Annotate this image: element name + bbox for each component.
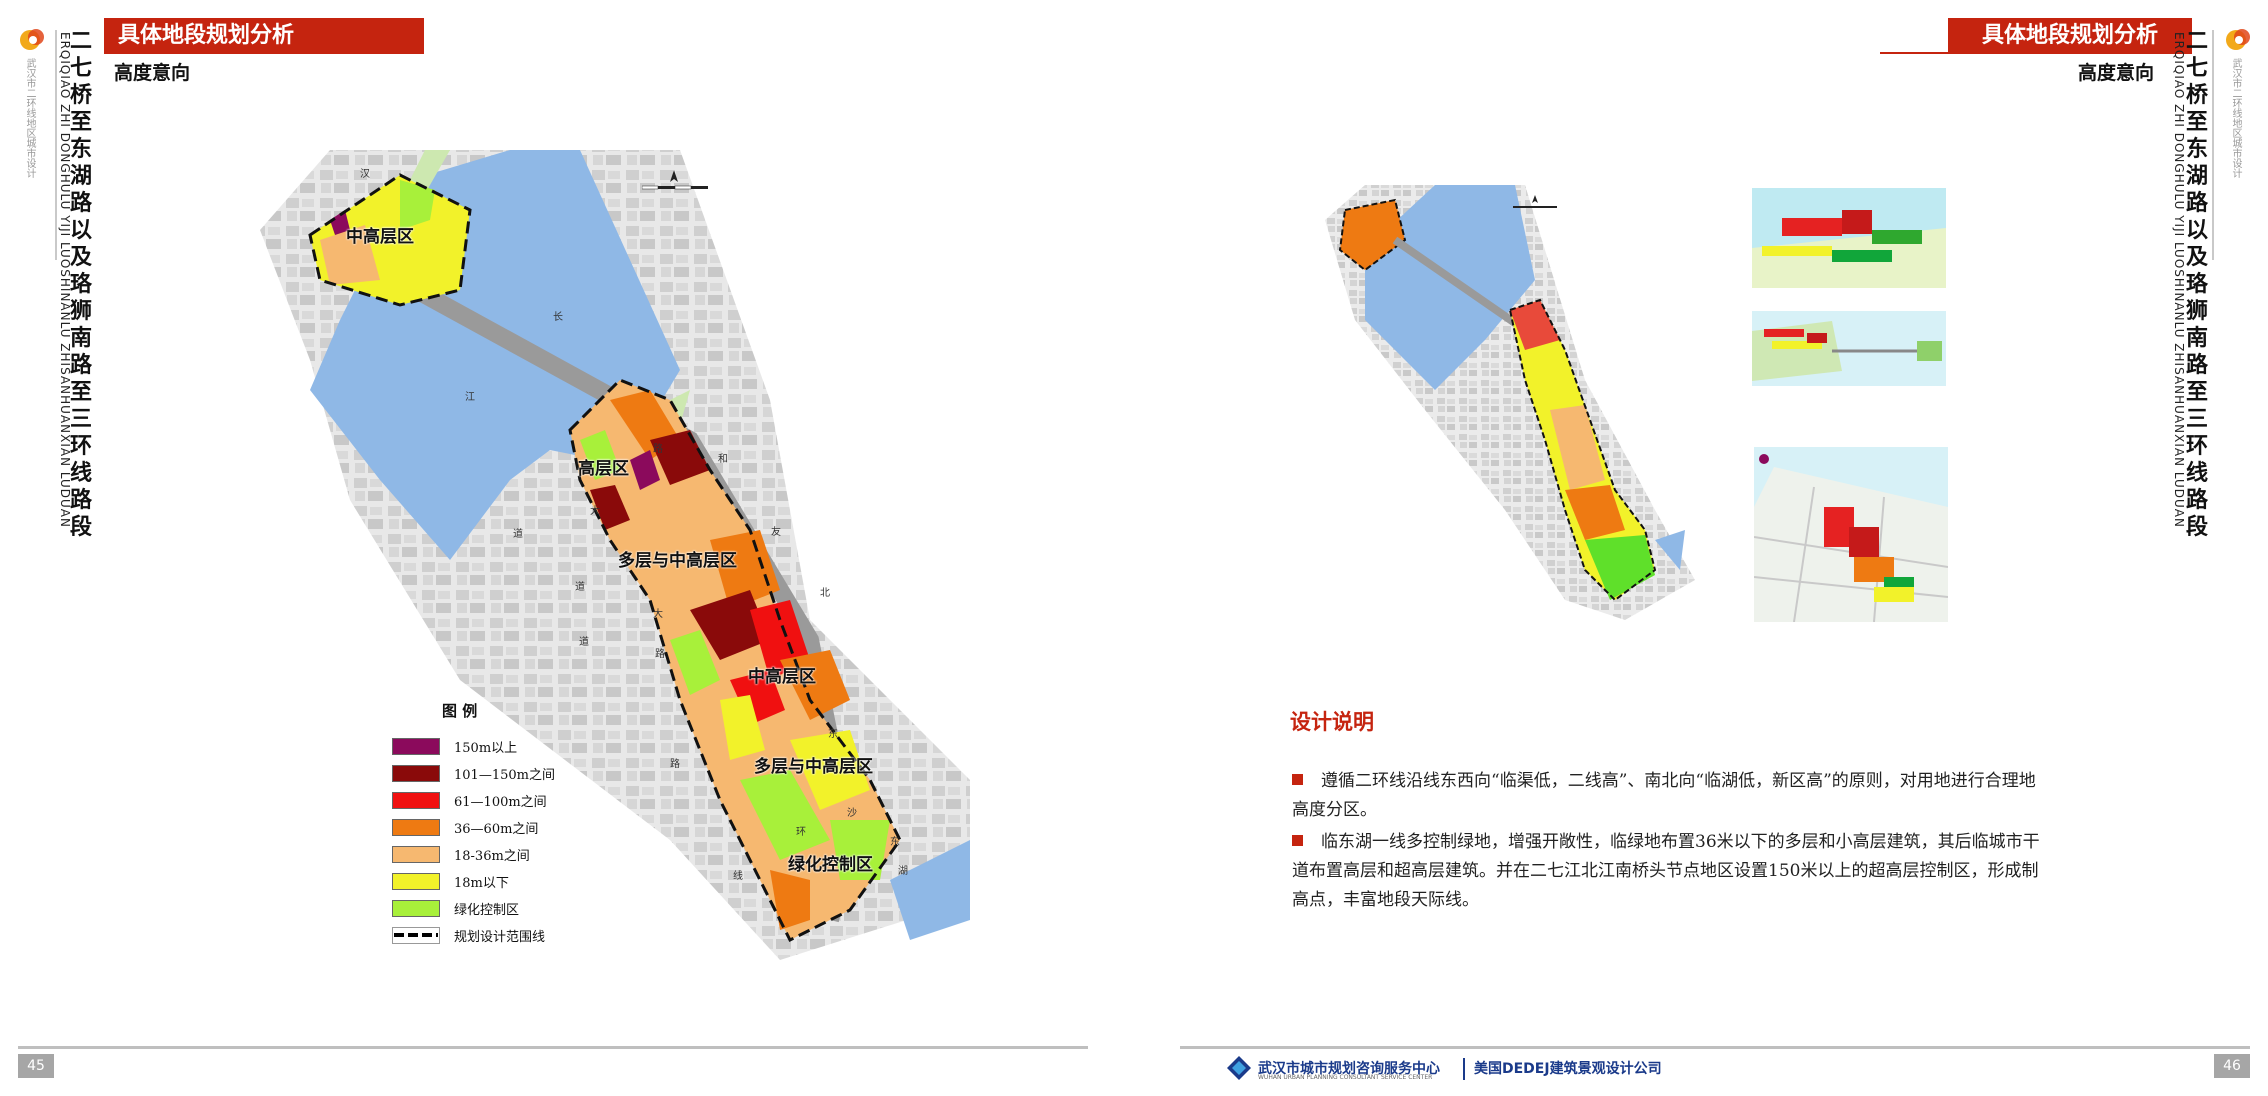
legend-swatch	[392, 819, 440, 836]
render-image-1	[1752, 188, 1946, 288]
legend-label: 18-36m之间	[454, 849, 530, 864]
right-section-tab: 具体地段规划分析	[1948, 18, 2192, 54]
overview-north-arrow-icon	[1513, 194, 1559, 212]
footer-org-logo-icon	[1226, 1055, 1252, 1081]
legend-label: 规划设计范围线	[454, 930, 546, 945]
legend-item: 150m以上	[392, 733, 612, 760]
zone-label-4: 中高层区	[748, 667, 816, 687]
map-char: 道	[575, 582, 585, 593]
legend-label: 绿化控制区	[454, 903, 520, 918]
legend-item: 18m以下	[392, 868, 612, 895]
map-char: 长	[553, 312, 563, 323]
map-char: 江	[465, 392, 475, 403]
left-brand-logo	[18, 26, 48, 52]
legend-label: 18m以下	[454, 876, 509, 891]
left-section-rule	[104, 52, 386, 54]
map-char: 湖	[898, 866, 908, 877]
right-footer-bar	[1180, 1046, 2250, 1049]
design-note-1: 遵循二环线沿线东西向“临渠低，二线高”、南北向“临湖低，新区高”的原则，对用地进…	[1292, 767, 2052, 825]
map-char: 东	[890, 837, 900, 848]
legend-swatch	[392, 792, 440, 809]
zone-label-5: 多层与中高层区	[754, 757, 873, 777]
left-subheading: 高度意向	[114, 62, 191, 84]
design-note-2: 临东湖一线多控制绿地，增强开敞性，临绿地布置36米以下的多层和小高层建筑，其后临…	[1292, 828, 2052, 915]
design-note-1-text: 遵循二环线沿线东西向“临渠低，二线高”、南北向“临湖低，新区高”的原则，对用地进…	[1292, 771, 2036, 820]
bullet-icon	[1292, 774, 1303, 785]
zone-label-2: 高层区	[578, 459, 629, 479]
map-char: 大	[590, 506, 600, 517]
legend-swatch	[392, 738, 440, 755]
legend-item: 101—150m之间	[392, 760, 612, 787]
footer-divider	[1463, 1058, 1465, 1080]
left-vertical-rule	[55, 30, 57, 260]
map-char: 沙	[847, 808, 857, 819]
map-char: 友	[771, 527, 781, 538]
legend-swatch	[392, 765, 440, 782]
bullet-icon	[1292, 835, 1303, 846]
legend-boundary-swatch	[392, 927, 440, 944]
footer-org-1: 武汉市城市规划咨询服务中心	[1258, 1061, 1440, 1077]
legend-swatch	[392, 873, 440, 890]
left-section-tab: 具体地段规划分析	[104, 18, 424, 54]
legend-item: 61—100m之间	[392, 787, 612, 814]
legend-label: 61—100m之间	[454, 795, 547, 810]
map-char: 道	[513, 529, 523, 540]
map-char: 和	[718, 454, 728, 465]
right-vertical-pinyin: ERQIQIAO ZHI DONGHULU YIJI LUOSHINANLU Z…	[2172, 32, 2186, 528]
map-legend: 图 例 150m以上 101—150m之间 61—100m之间 36—60m之间…	[392, 700, 612, 949]
height-zoning-map: 中高层区 高层区 多层与中高层区 中高层区 多层与中高层区 绿化控制区 汉 长 …	[250, 140, 990, 980]
north-arrow-icon	[641, 168, 712, 194]
zone-label-1: 中高层区	[346, 227, 414, 247]
render-image-3	[1754, 447, 1948, 622]
legend-label: 150m以上	[454, 741, 518, 756]
map-char: 线	[733, 871, 743, 882]
legend-item: 规划设计范围线	[392, 922, 612, 949]
legend-label: 36—60m之间	[454, 822, 539, 837]
right-vertical-rule	[2212, 30, 2214, 260]
render-image-2	[1752, 311, 1946, 386]
legend-label: 101—150m之间	[454, 768, 555, 783]
overview-height-map	[1325, 180, 1705, 625]
map-char: 环	[796, 827, 806, 838]
right-subheading: 高度意向	[2078, 62, 2155, 84]
map-char: 东	[828, 729, 838, 740]
left-page-number: 45	[18, 1054, 54, 1078]
right-vertical-title: 二七桥至东湖路以及珞狮南路至三环线路段	[2185, 29, 2208, 540]
right-section-rule	[1880, 52, 2166, 54]
footer-org-1-en: WUHAN URBAN PLANNING CONSULTANT SERVICE …	[1258, 1074, 1433, 1081]
left-vertical-pinyin: ERQIQIAO ZHI DONGHULU YIJI LUOSHINANLU Z…	[58, 32, 72, 528]
design-notes-title: 设计说明	[1290, 710, 1374, 734]
legend-item: 18-36m之间	[392, 841, 612, 868]
legend-swatch	[392, 900, 440, 917]
left-vertical-brand: 武汉市二环线地区城市设计	[24, 58, 35, 178]
design-note-2-text: 临东湖一线多控制绿地，增强开敞性，临绿地布置36米以下的多层和小高层建筑，其后临…	[1292, 832, 2040, 910]
map-char: 路	[655, 649, 665, 660]
legend-title: 图 例	[442, 702, 478, 720]
map-char: 大	[653, 609, 663, 620]
legend-swatch	[392, 846, 440, 863]
map-char: 道	[579, 637, 589, 648]
left-vertical-title: 二七桥至东湖路以及珞狮南路至三环线路段	[69, 29, 92, 540]
footer-org-2: 美国DEDEJ建筑景观设计公司	[1474, 1061, 1662, 1077]
right-page-number: 46	[2214, 1054, 2250, 1078]
map-char: 路	[670, 759, 680, 770]
right-vertical-brand: 武汉市二环线地区城市设计	[2230, 58, 2241, 178]
legend-item: 绿化控制区	[392, 895, 612, 922]
zone-label-3: 多层与中高层区	[618, 551, 737, 571]
map-char: 路	[653, 444, 663, 455]
zone-label-6: 绿化控制区	[788, 855, 873, 875]
left-footer-bar	[18, 1046, 1088, 1049]
map-char: 汉	[360, 169, 370, 180]
legend-item: 36—60m之间	[392, 814, 612, 841]
map-char: 北	[820, 588, 830, 599]
right-brand-logo	[2224, 26, 2254, 52]
